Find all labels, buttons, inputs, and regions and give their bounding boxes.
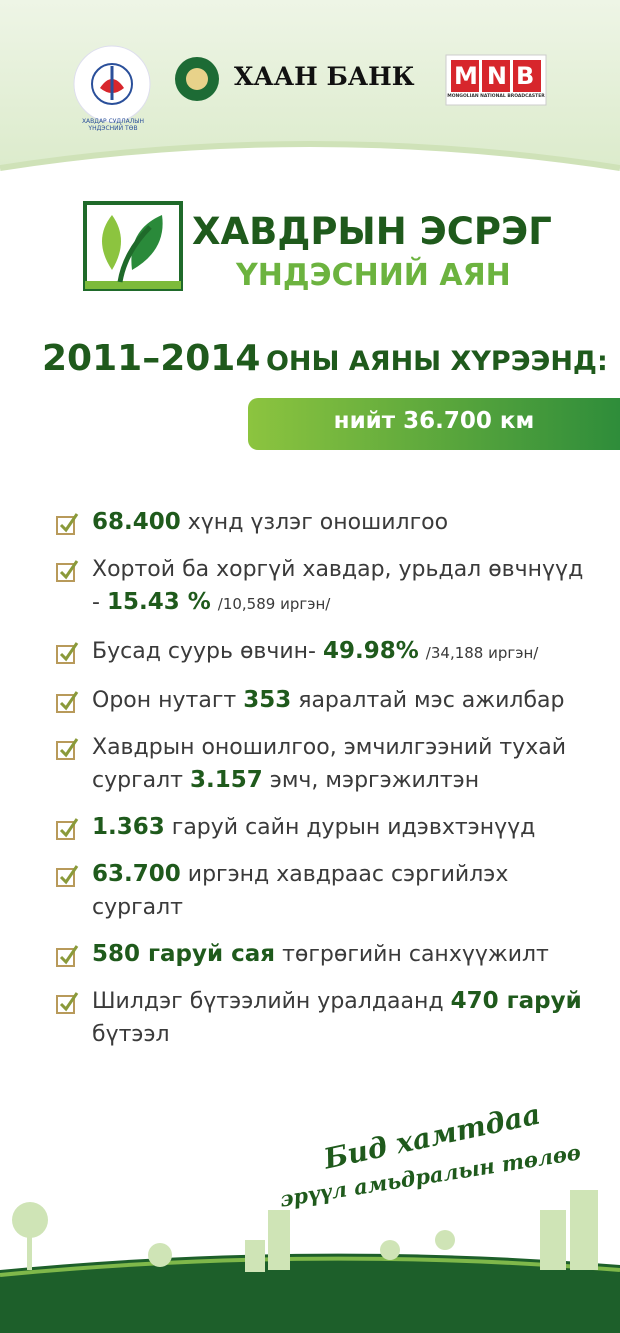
item-list: 68.400 хүнд үзлэг оношилгоо Хортой ба хор…: [55, 506, 595, 1065]
item-highlight: 580 гаруй сая: [92, 941, 276, 967]
check-icon: [56, 513, 79, 535]
check-icon: [56, 560, 79, 582]
item-highlight: 68.400: [92, 509, 181, 535]
item-text: Шилдэг бүтээлийн уралдаанд: [92, 989, 444, 1014]
broadcaster: MNB: [454, 62, 544, 90]
item-highlight: 470 гаруй: [450, 988, 582, 1014]
item-text: хүнд үзлэг оношилгоо: [187, 510, 449, 535]
item: Бусад суурь өвчин- 49.98% /34,188 иргэн/: [55, 635, 595, 670]
item-text: /10,589 иргэн/: [217, 595, 331, 613]
bank-name: ХААН БАНК: [234, 62, 415, 91]
item: Хавдрын оношилгоо, эмчилгээний тухай сур…: [55, 731, 595, 797]
item-text: /34,188 иргэн/: [425, 644, 539, 662]
check-icon: [56, 642, 79, 664]
item-highlight: 1.363: [92, 814, 165, 840]
item: Хортой ба хоргүй хавдар, урьдал өвчнүүд …: [55, 553, 595, 621]
broadcaster-caption: MONGOLIAN NATIONAL BROADCASTER: [447, 94, 545, 99]
item-text: Орон нутагт: [92, 688, 237, 713]
item-highlight: 63.700: [92, 861, 181, 887]
item-text: Хавдрын оношилгоо, эмчилгээний тухай сур…: [92, 735, 567, 793]
item-text: эмч, мэргэжилтэн: [269, 768, 480, 793]
item-highlight: 49.98%: [323, 638, 419, 664]
check-icon: [56, 738, 79, 760]
item-highlight: 353: [243, 687, 292, 713]
check-icon: [56, 992, 79, 1014]
item: 580 гаруй сая төгрөгийн санхүүжилт: [55, 938, 595, 971]
check-icon: [56, 691, 79, 713]
emblem-text: ХАВДАР СУДЛАЛЫН ҮНДЭСНИЙ ТӨВ: [81, 118, 145, 132]
item-text: Хортой ба хоргүй хавдар, урьдал өвчнүүд …: [92, 557, 584, 615]
item-text: бүтээл: [92, 1022, 170, 1047]
item: Шилдэг бүтээлийн уралдаанд 470 гаруй бүт…: [55, 985, 595, 1051]
period-years: 2011–2014: [42, 338, 261, 379]
period: 2011–2014 ОНЫ АЯНЫ ХҮРЭЭНД:: [42, 338, 608, 379]
item-highlight: 3.157: [190, 767, 263, 793]
item: 1.363 гаруй сайн дурын идэвхтэнүүд: [55, 811, 595, 844]
item: 68.400 хүнд үзлэг оношилгоо: [55, 506, 595, 539]
item: Орон нутагт 353 яаралтай мэс ажилбар: [55, 684, 595, 717]
item-text: гаруй сайн дурын идэвхтэнүүд: [171, 815, 536, 840]
check-icon: [56, 865, 79, 887]
item-text: яаралтай мэс ажилбар: [298, 688, 565, 713]
item-text: төгрөгийн санхүүжилт: [282, 942, 549, 967]
title-line2: ҮНДЭСНИЙ АЯН: [236, 258, 511, 293]
item: 63.700 иргэнд хавдраас сэргийлэх сургалт: [55, 858, 595, 924]
check-icon: [56, 945, 79, 967]
title-line1: ХАВДРЫН ЭСРЭГ: [192, 210, 552, 253]
item-highlight: 15.43 %: [106, 589, 211, 615]
item-text: Бусад суурь өвчин-: [92, 639, 316, 664]
period-text: ОНЫ АЯНЫ ХҮРЭЭНД:: [265, 346, 608, 377]
check-icon: [56, 818, 79, 840]
total: нийт 36.700 км: [333, 408, 535, 434]
item-text: иргэнд хавдраас сэргийлэх сургалт: [92, 862, 509, 920]
